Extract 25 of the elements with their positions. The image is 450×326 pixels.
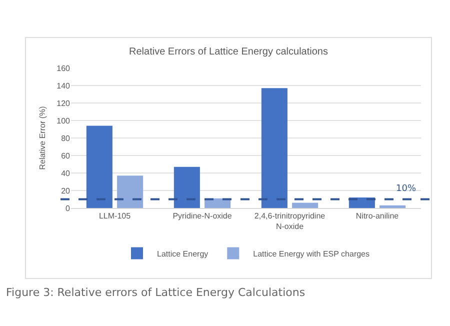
x-tick-label: Nitro-aniline [356,212,400,221]
y-tick-label: 0 [66,204,71,213]
y-tick-label: 40 [61,168,71,178]
bar [292,202,318,208]
x-tick-label: 2,4,6-trinitropyridine N-oxide [254,212,326,231]
x-tick-label: LLM-105 [98,212,132,221]
y-tick-label: 140 [56,81,71,90]
y-tick-label: 20 [61,186,71,196]
legend-label: Lattice Energy with ESP charges [253,249,370,258]
bar [380,205,406,208]
y-tick-label: 60 [61,151,71,160]
x-tick-label: Pyridine-N-oxide [172,212,232,221]
bar [117,176,144,208]
y-tick-label: 80 [61,134,71,143]
y-tick-label: 120 [56,98,71,108]
bar [174,166,200,208]
bar [86,126,112,208]
y-tick-label: 160 [56,64,71,73]
ref-line-label: 10% [396,184,416,194]
y-axis-title: Relative Error (%) [38,106,47,170]
legend-label: Lattice Energy [157,249,208,258]
chart-title: Relative Errors of Lattice Energy calculations [129,46,328,58]
caption: Figure 3: Relative errors of Lattice Energy Calculations [6,286,306,299]
bar [261,88,288,208]
y-tick-label: 100 [56,116,71,126]
